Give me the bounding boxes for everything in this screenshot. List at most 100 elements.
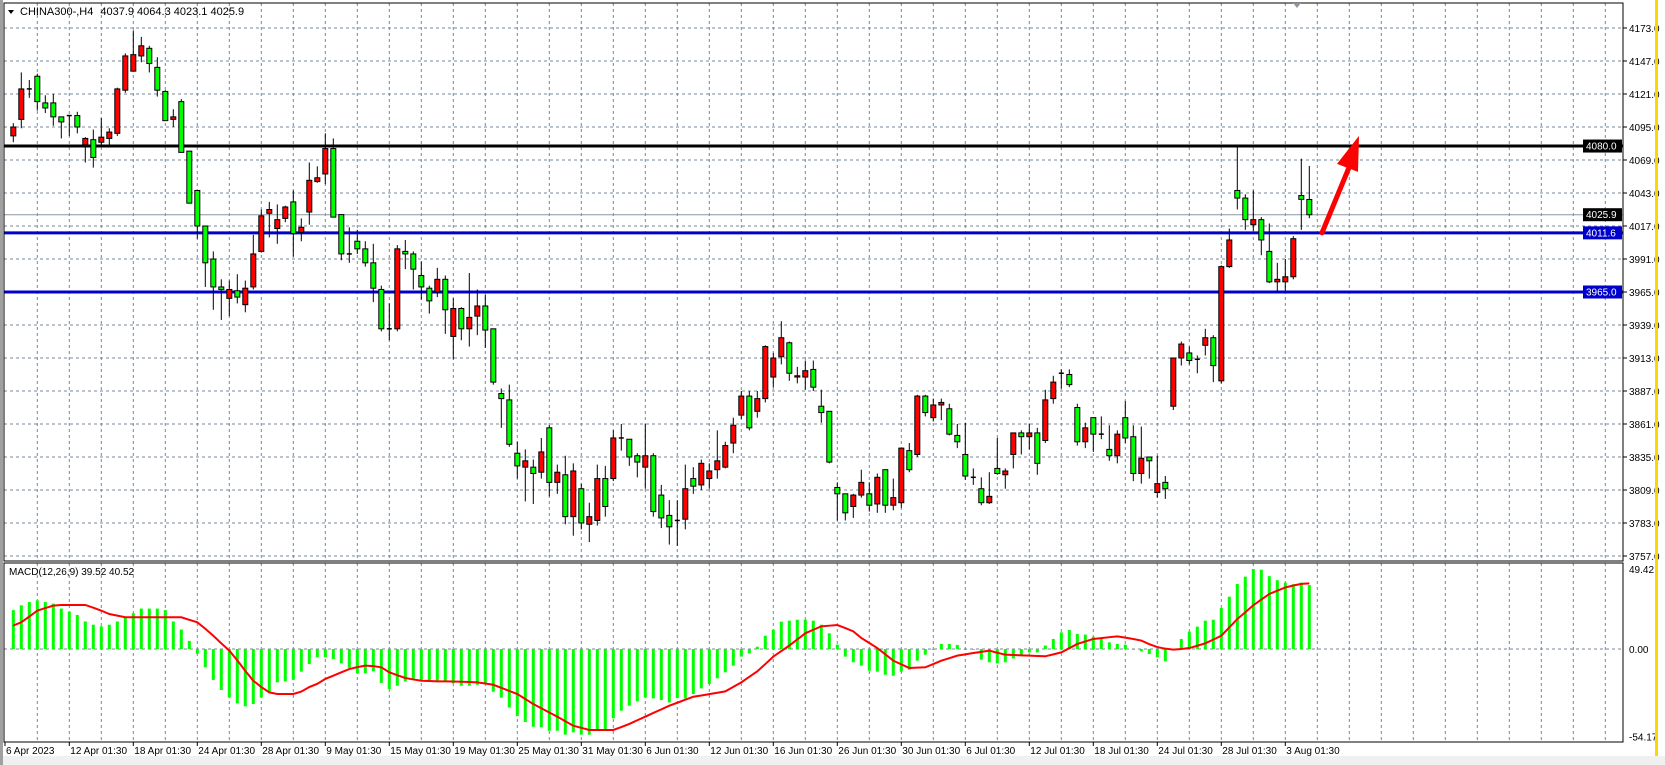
macd-histogram-bar <box>1219 608 1223 649</box>
macd-histogram-bar <box>611 649 615 719</box>
candle-body <box>18 88 25 120</box>
level-price-tag-box <box>1583 139 1622 153</box>
candle <box>1074 403 1081 446</box>
macd-histogram-bar <box>147 608 151 649</box>
time-tick-label: 18 Jul 01:30 <box>1094 746 1149 757</box>
macd-histogram-bar <box>163 610 167 649</box>
candle-body <box>410 253 417 270</box>
macd-histogram-bar <box>635 649 639 702</box>
macd-histogram-bar <box>1211 619 1215 649</box>
macd-histogram-bar <box>1035 649 1039 653</box>
candle <box>642 424 649 489</box>
macd-histogram-bar <box>1027 649 1031 653</box>
candle-body <box>626 438 633 458</box>
candle <box>146 45 153 73</box>
candle-body <box>514 452 521 467</box>
candle-body <box>378 288 385 330</box>
macd-histogram-bar <box>827 633 831 649</box>
candle <box>1234 146 1241 210</box>
macd-histogram-bar <box>1043 645 1047 649</box>
candle-body <box>858 481 865 496</box>
candle <box>322 133 329 185</box>
candle-body <box>1122 417 1129 439</box>
candle <box>450 298 457 360</box>
time-tick-label: 6 Jun 01:30 <box>646 746 699 757</box>
price-tick-label: 4173.0 <box>1629 24 1660 35</box>
macd-histogram-bar <box>291 649 295 680</box>
macd-histogram-bar <box>1307 585 1311 649</box>
candle <box>90 129 97 168</box>
candle-body <box>218 286 225 290</box>
candle-body <box>594 478 601 521</box>
time-tick-label: 3 Aug 01:30 <box>1286 746 1340 757</box>
candle <box>562 455 569 525</box>
chart-shift-marker-icon[interactable] <box>1293 3 1301 8</box>
axis-marker-line <box>1655 0 1658 756</box>
macd-histogram-bar <box>235 649 239 704</box>
candle-body <box>842 493 849 514</box>
macd-histogram-bar <box>971 649 975 650</box>
candle <box>210 251 217 310</box>
macd-histogram-bar <box>643 649 647 698</box>
up-arrow-annotation[interactable] <box>1319 135 1359 236</box>
macd-histogram-bar <box>987 649 991 663</box>
macd-histogram-bar <box>1235 583 1239 649</box>
candle-body <box>1010 432 1017 455</box>
candle <box>634 453 641 478</box>
candle <box>850 493 857 518</box>
candle <box>114 87 121 136</box>
candle <box>42 95 49 114</box>
candle <box>610 430 617 482</box>
candle-body <box>1202 337 1209 346</box>
arrow-shaft[interactable] <box>1319 155 1356 236</box>
candle <box>1002 468 1009 489</box>
candle <box>1130 425 1137 482</box>
candle-body <box>754 398 761 412</box>
macd-histogram-bar <box>931 649 935 650</box>
candle <box>874 473 881 513</box>
candle <box>930 398 937 422</box>
candle <box>402 239 409 270</box>
candle-body <box>306 179 313 213</box>
macd-histogram-bar <box>563 649 567 735</box>
candle <box>1106 425 1113 461</box>
candle <box>650 453 657 517</box>
macd-tick-label: 49.42 <box>1629 565 1654 576</box>
macd-histogram-bar <box>179 629 183 649</box>
candle-body <box>458 308 465 330</box>
macd-histogram-bar <box>579 649 583 735</box>
macd-histogram-bar <box>1091 636 1095 649</box>
macd-histogram-bar <box>35 600 39 649</box>
macd-histogram-bar <box>11 610 15 649</box>
macd-histogram-bar <box>259 649 263 698</box>
candle-body <box>538 451 545 473</box>
candle-body <box>490 328 497 383</box>
macd-histogram-bar <box>1299 582 1303 649</box>
macd-histogram-bar <box>323 649 327 658</box>
macd-histogram-bar <box>875 649 879 672</box>
candle-body <box>442 278 449 311</box>
candle-body <box>802 370 809 378</box>
macd-histogram-bar <box>467 649 471 686</box>
macd-histogram-bar <box>915 649 919 661</box>
candle-body <box>1082 427 1089 443</box>
candle <box>466 272 473 347</box>
candle-body <box>194 189 201 227</box>
candle-body <box>1002 470 1009 476</box>
macd-histogram-bar <box>1051 638 1055 649</box>
candle <box>170 109 177 127</box>
candle <box>554 464 561 494</box>
candle <box>818 389 825 423</box>
macd-histogram-bar <box>243 649 247 707</box>
candle <box>890 478 897 511</box>
candle <box>954 424 961 449</box>
triangle-down-icon[interactable] <box>8 10 14 14</box>
candle-body <box>810 368 817 388</box>
candle <box>138 36 145 63</box>
arrow-head[interactable] <box>1337 135 1359 172</box>
candle-body <box>434 278 441 293</box>
macd-histogram-bar <box>115 621 119 649</box>
macd-histogram-bar <box>1283 582 1287 649</box>
macd-histogram-bar <box>203 649 207 668</box>
